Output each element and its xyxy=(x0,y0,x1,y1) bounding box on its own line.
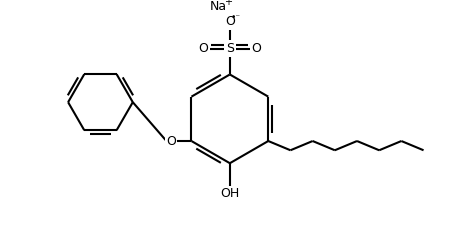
Text: +: + xyxy=(223,0,232,7)
Text: •⁻: •⁻ xyxy=(230,13,240,22)
Text: OH: OH xyxy=(220,187,239,200)
Text: O: O xyxy=(224,15,234,28)
Text: O: O xyxy=(166,135,176,147)
Text: S: S xyxy=(225,42,233,55)
Text: O: O xyxy=(197,42,207,55)
Text: Na: Na xyxy=(209,0,226,13)
Text: O: O xyxy=(251,42,261,55)
